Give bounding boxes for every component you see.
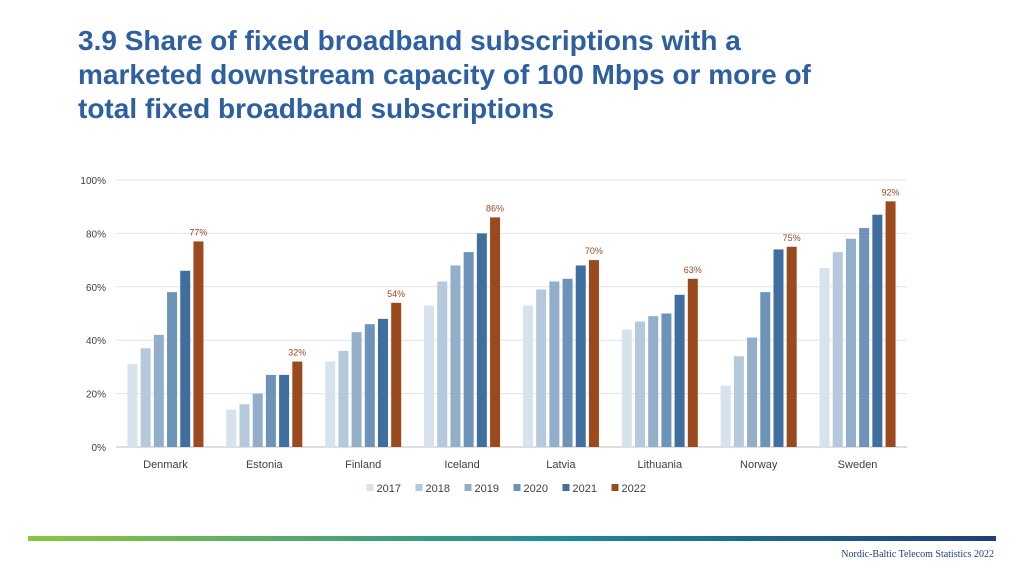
legend-swatch-2022	[611, 484, 619, 491]
bar-lithuania-2018	[635, 321, 646, 447]
x-tick-label-sweden: Sweden	[838, 459, 878, 471]
bar-norway-2022	[786, 246, 797, 447]
bar-latvia-2021	[575, 265, 586, 447]
legend-swatch-2019	[464, 484, 472, 491]
bar-latvia-2017	[522, 305, 533, 447]
legend-label-2019: 2019	[475, 483, 499, 495]
bar-norway-2020	[760, 292, 771, 447]
bar-latvia-2020	[562, 278, 573, 447]
bar-iceland-2017	[424, 305, 435, 447]
bar-latvia-2022	[588, 260, 599, 447]
bar-iceland-2022	[490, 217, 501, 447]
bar-latvia-2018	[536, 289, 547, 447]
bar-latvia-2019	[549, 281, 560, 447]
bar-estonia-2018	[239, 404, 250, 447]
bar-denmark-2021	[180, 270, 191, 447]
bar-iceland-2018	[437, 281, 448, 447]
bar-estonia-2019	[252, 393, 263, 447]
bar-denmark-2020	[167, 292, 178, 447]
bar-iceland-2021	[476, 233, 487, 447]
bar-finland-2021	[377, 318, 388, 447]
bar-sweden-2021	[872, 214, 883, 447]
legend-label-2018: 2018	[426, 483, 450, 495]
legend-label-2020: 2020	[524, 483, 548, 495]
bar-denmark-2019	[153, 334, 164, 447]
footer-gradient-bar	[28, 536, 996, 541]
y-tick-label: 80%	[86, 229, 106, 240]
title-line-1: 3.9 Share of fixed broadband subscriptio…	[78, 25, 741, 56]
bar-norway-2017	[720, 385, 731, 447]
bar-norway-2021	[773, 249, 784, 447]
data-label-estonia: 32%	[288, 348, 306, 358]
bar-iceland-2020	[463, 252, 474, 447]
data-label-norway: 75%	[783, 233, 801, 243]
bar-lithuania-2021	[674, 294, 685, 447]
y-tick-label: 100%	[80, 176, 106, 187]
bar-lithuania-2020	[661, 313, 672, 447]
bar-denmark-2022	[193, 241, 204, 447]
legend-swatch-2020	[513, 484, 521, 491]
bar-sweden-2018	[832, 252, 843, 447]
bar-estonia-2021	[279, 374, 290, 447]
legend-swatch-2018	[415, 484, 423, 491]
bar-estonia-2022	[292, 361, 303, 447]
data-label-latvia: 70%	[585, 246, 603, 256]
data-label-sweden: 92%	[882, 187, 900, 197]
bar-norway-2019	[747, 337, 758, 447]
legend-label-2021: 2021	[573, 483, 597, 495]
bar-norway-2018	[733, 356, 744, 447]
legend-label-2017: 2017	[377, 483, 401, 495]
legend-label-2022: 2022	[622, 483, 646, 495]
bars	[127, 201, 896, 447]
title-line-3: total fixed broadband subscriptions	[78, 93, 555, 124]
legend-swatch-2017	[366, 484, 374, 491]
x-tick-label-finland: Finland	[345, 459, 381, 471]
bar-iceland-2019	[450, 265, 461, 447]
bar-sweden-2017	[819, 268, 830, 447]
x-tick-label-latvia: Latvia	[546, 459, 576, 471]
bar-finland-2018	[338, 350, 349, 447]
bar-sweden-2022	[885, 201, 896, 447]
bar-finland-2020	[364, 324, 375, 447]
bar-lithuania-2019	[648, 316, 659, 447]
legend: 2017 2018 2019 2020 2021 2022	[366, 483, 646, 495]
bar-sweden-2019	[845, 238, 856, 447]
data-label-lithuania: 63%	[684, 265, 702, 275]
y-tick-label: 40%	[86, 336, 106, 347]
page-title: 3.9 Share of fixed broadband subscriptio…	[78, 24, 978, 126]
y-axis: 0% 20% 40% 60% 80% 100%	[80, 176, 106, 454]
x-tick-label-norway: Norway	[740, 459, 778, 471]
bar-lithuania-2017	[621, 329, 632, 447]
title-line-2: marketed downstream capacity of 100 Mbps…	[78, 59, 811, 90]
x-axis: Denmark Estonia Finland Iceland Latvia Lithua…	[143, 459, 877, 471]
bar-lithuania-2022	[687, 278, 698, 447]
bar-finland-2022	[391, 302, 402, 447]
bar-finland-2017	[325, 361, 336, 447]
data-label-finland: 54%	[387, 289, 405, 299]
x-tick-label-denmark: Denmark	[143, 459, 188, 471]
data-label-denmark: 77%	[189, 227, 207, 237]
x-tick-label-lithuania: Lithuania	[637, 459, 683, 471]
x-tick-label-estonia: Estonia	[246, 459, 284, 471]
x-tick-label-iceland: Iceland	[444, 459, 479, 471]
y-tick-label: 0%	[92, 443, 107, 454]
bar-denmark-2018	[140, 348, 151, 447]
bar-finland-2019	[351, 332, 362, 447]
y-tick-label: 20%	[86, 390, 106, 401]
legend-swatch-2021	[562, 484, 570, 491]
bar-sweden-2020	[859, 228, 870, 447]
y-tick-label: 60%	[86, 283, 106, 294]
data-label-iceland: 86%	[486, 203, 504, 213]
source-note: Nordic-Baltic Telecom Statistics 2022	[841, 549, 994, 560]
bar-estonia-2020	[265, 374, 276, 447]
bar-denmark-2017	[127, 364, 138, 447]
data-labels: 77% 32% 54% 86% 70% 63% 75% 92%	[189, 187, 899, 357]
bar-estonia-2017	[226, 409, 237, 447]
